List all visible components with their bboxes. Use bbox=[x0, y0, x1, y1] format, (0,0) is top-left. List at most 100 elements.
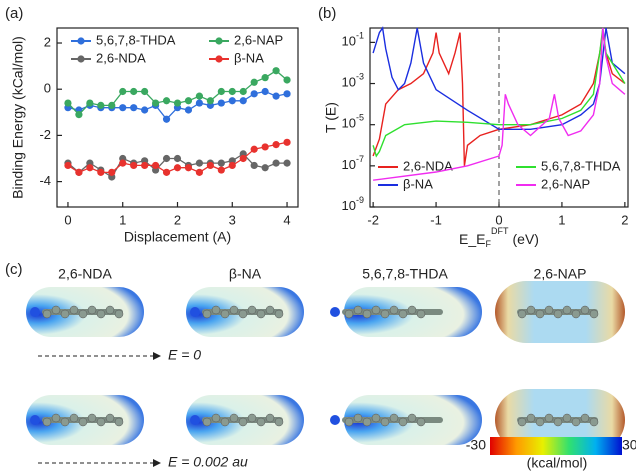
atom bbox=[70, 414, 78, 422]
x-axis-label-part: (eV) bbox=[513, 231, 539, 247]
atom bbox=[97, 310, 105, 318]
data-point bbox=[196, 99, 203, 106]
data-point bbox=[174, 164, 181, 171]
x-tick-label: 1 bbox=[119, 212, 126, 227]
x-tick-label: 3 bbox=[229, 212, 236, 227]
atom bbox=[30, 415, 40, 425]
legend-marker bbox=[77, 37, 84, 44]
data-point bbox=[163, 169, 170, 176]
x-axis-label-part: DFT bbox=[491, 226, 509, 236]
data-point bbox=[185, 164, 192, 171]
atom bbox=[52, 414, 60, 422]
data-point bbox=[163, 155, 170, 162]
atom bbox=[248, 414, 256, 422]
atom bbox=[563, 306, 571, 314]
data-point bbox=[196, 160, 203, 167]
x-tick-label: 0 bbox=[64, 212, 71, 227]
atom bbox=[372, 414, 380, 422]
data-point bbox=[251, 90, 258, 97]
atom bbox=[221, 310, 229, 318]
data-point bbox=[272, 160, 279, 167]
atom bbox=[266, 306, 274, 314]
x-tick-label: 2 bbox=[621, 212, 628, 227]
atom bbox=[581, 414, 589, 422]
data-point bbox=[108, 102, 115, 109]
data-point bbox=[185, 97, 192, 104]
atom bbox=[390, 306, 398, 314]
atom bbox=[581, 306, 589, 314]
legend-marker bbox=[77, 55, 84, 62]
y-axis-label: T (E) bbox=[323, 102, 339, 133]
data-point bbox=[86, 164, 93, 171]
atom bbox=[417, 418, 425, 426]
data-point bbox=[141, 88, 148, 95]
legend-label: 2,6-NAP bbox=[541, 176, 590, 191]
data-point bbox=[272, 141, 279, 148]
atom bbox=[115, 418, 123, 426]
atom bbox=[275, 418, 283, 426]
atom bbox=[266, 414, 274, 422]
atom bbox=[554, 418, 562, 426]
data-point bbox=[174, 99, 181, 106]
atom bbox=[79, 310, 87, 318]
atom bbox=[536, 310, 544, 318]
x-axis-label: Displacement (A) bbox=[124, 229, 231, 245]
data-point bbox=[251, 79, 258, 86]
data-point bbox=[262, 88, 269, 95]
atom bbox=[399, 418, 407, 426]
data-point bbox=[207, 97, 214, 104]
data-point bbox=[262, 74, 269, 81]
atom bbox=[590, 418, 598, 426]
atom bbox=[536, 418, 544, 426]
atom bbox=[590, 310, 598, 318]
data-point bbox=[97, 102, 104, 109]
y-tick-label: -4 bbox=[39, 173, 51, 188]
data-point bbox=[240, 88, 247, 95]
atom bbox=[230, 414, 238, 422]
atom bbox=[545, 414, 553, 422]
atom bbox=[212, 306, 220, 314]
panel-label: (b) bbox=[318, 5, 336, 22]
atom bbox=[61, 418, 69, 426]
atom bbox=[572, 418, 580, 426]
data-point bbox=[130, 88, 137, 95]
data-point bbox=[218, 88, 225, 95]
molecule-label: 5,6,7,8-THDA bbox=[362, 266, 448, 282]
atom bbox=[563, 414, 571, 422]
legend-label: β-NA bbox=[234, 50, 264, 65]
atom bbox=[203, 418, 211, 426]
atom bbox=[239, 310, 247, 318]
data-point bbox=[64, 162, 71, 169]
y-tick-label: 10-3 bbox=[342, 72, 364, 90]
atom bbox=[97, 418, 105, 426]
atom bbox=[221, 418, 229, 426]
x-axis-label-part: E_E bbox=[459, 231, 485, 247]
legend-label: 5,6,7,8-THDA bbox=[541, 158, 621, 173]
y-tick-label: 2 bbox=[44, 34, 51, 49]
data-point bbox=[240, 155, 247, 162]
data-point bbox=[185, 106, 192, 113]
legend-label: 2,6-NDA bbox=[96, 50, 146, 65]
y-axis-label: Binding Energy (kCal/mol) bbox=[10, 36, 26, 199]
y-tick-label: 10-9 bbox=[342, 195, 364, 213]
panel-label: (a) bbox=[5, 5, 23, 22]
data-point bbox=[218, 160, 225, 167]
data-point bbox=[163, 116, 170, 123]
x-tick-label: 4 bbox=[283, 212, 290, 227]
atom bbox=[408, 306, 416, 314]
data-point bbox=[229, 162, 236, 169]
data-point bbox=[64, 99, 71, 106]
y-tick-label: 10-1 bbox=[342, 31, 364, 49]
data-point bbox=[86, 99, 93, 106]
atom bbox=[79, 418, 87, 426]
atom bbox=[518, 418, 526, 426]
panel-label: (c) bbox=[5, 261, 23, 278]
x-tick-label: -1 bbox=[430, 212, 442, 227]
legend-label: 2,6-NAP bbox=[234, 32, 283, 47]
atom bbox=[345, 418, 353, 426]
data-point bbox=[229, 97, 236, 104]
data-point bbox=[283, 139, 290, 146]
atom bbox=[61, 310, 69, 318]
legend-label: 5,6,7,8-THDA bbox=[96, 32, 176, 47]
atom bbox=[275, 310, 283, 318]
